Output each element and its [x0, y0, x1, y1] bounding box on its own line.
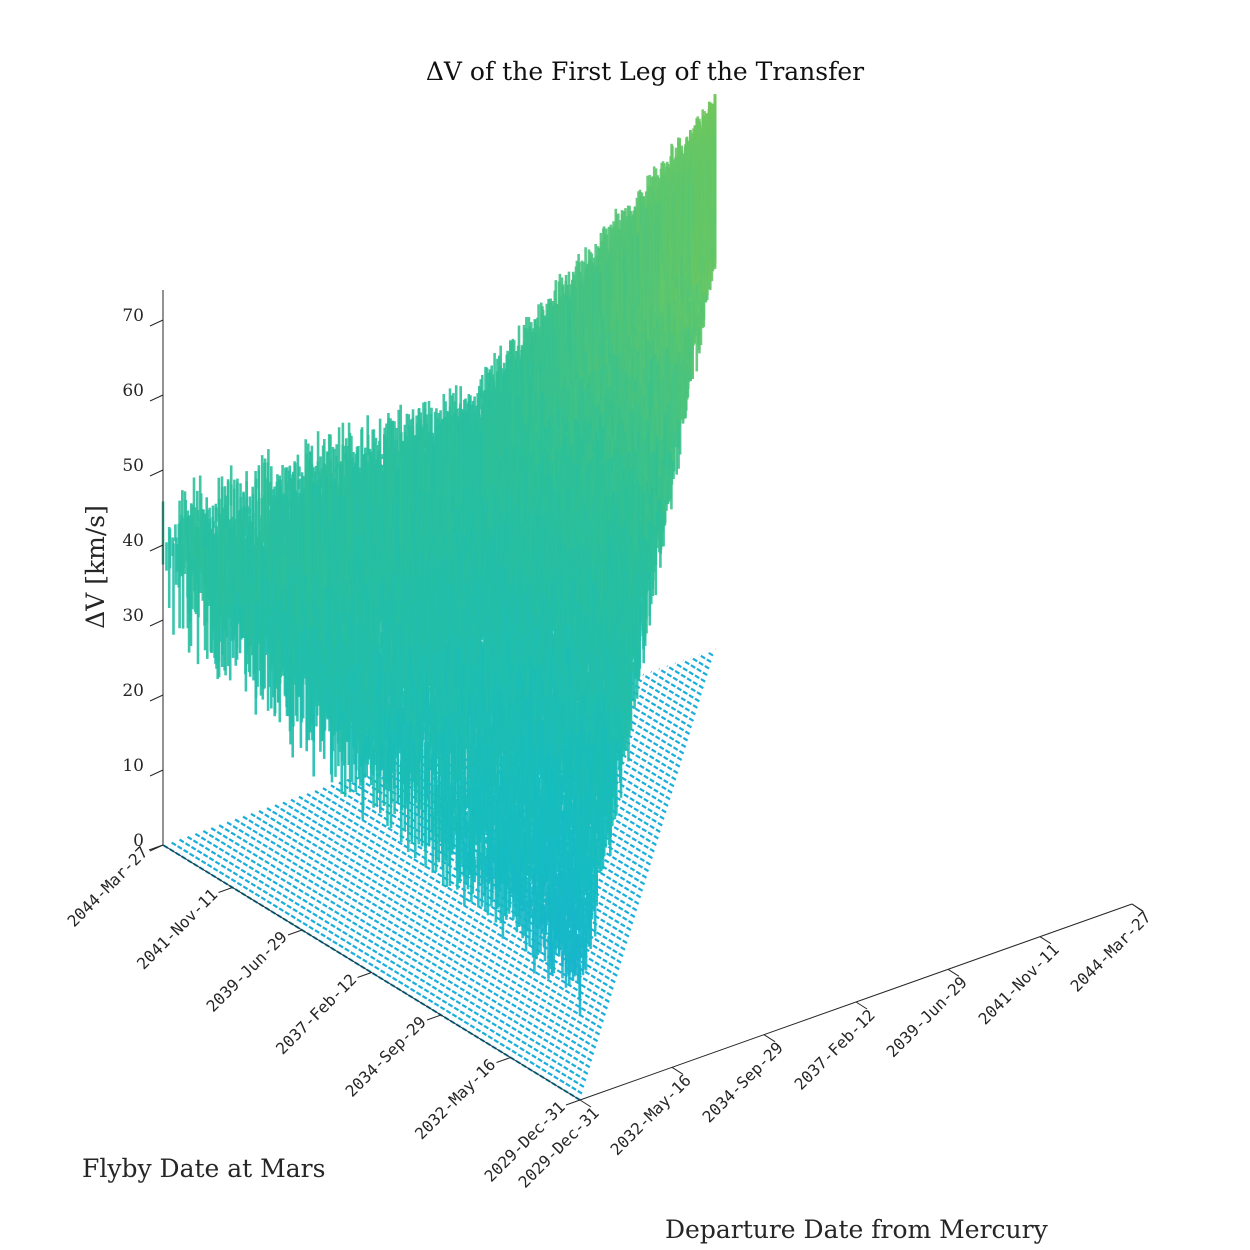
floor-stripe — [218, 824, 595, 1056]
floor-stripe — [666, 665, 704, 690]
floor-stripe — [402, 758, 640, 905]
floor-stripe — [706, 650, 714, 657]
floor-stripe — [674, 662, 706, 683]
floor-stripe — [642, 673, 698, 709]
floor-stripe — [634, 676, 696, 716]
floor-stripe — [602, 687, 689, 742]
floor-stripe — [202, 829, 591, 1069]
floor-stripe — [266, 807, 606, 1016]
floor-stripe — [226, 821, 597, 1049]
surface-plot — [161, 94, 717, 1101]
chart-title: ΔV of the First Leg of the Transfer — [426, 57, 864, 86]
floor-stripe — [650, 670, 700, 703]
floor-stripe — [186, 835, 587, 1082]
floor-stripe — [610, 684, 691, 735]
floor-stripe — [690, 656, 710, 670]
floor-stripe — [210, 827, 593, 1062]
floor-stripe — [698, 653, 712, 664]
floor-stripe — [298, 795, 614, 990]
floor-stripe — [234, 818, 599, 1043]
floor-stripe — [658, 667, 702, 696]
floor-stripe — [178, 838, 585, 1088]
floor-stripe — [258, 809, 605, 1023]
floor-stripe — [170, 841, 583, 1095]
floor-stripe — [290, 798, 612, 997]
floor-stripe — [682, 659, 708, 677]
floor-stripe — [250, 812, 603, 1030]
